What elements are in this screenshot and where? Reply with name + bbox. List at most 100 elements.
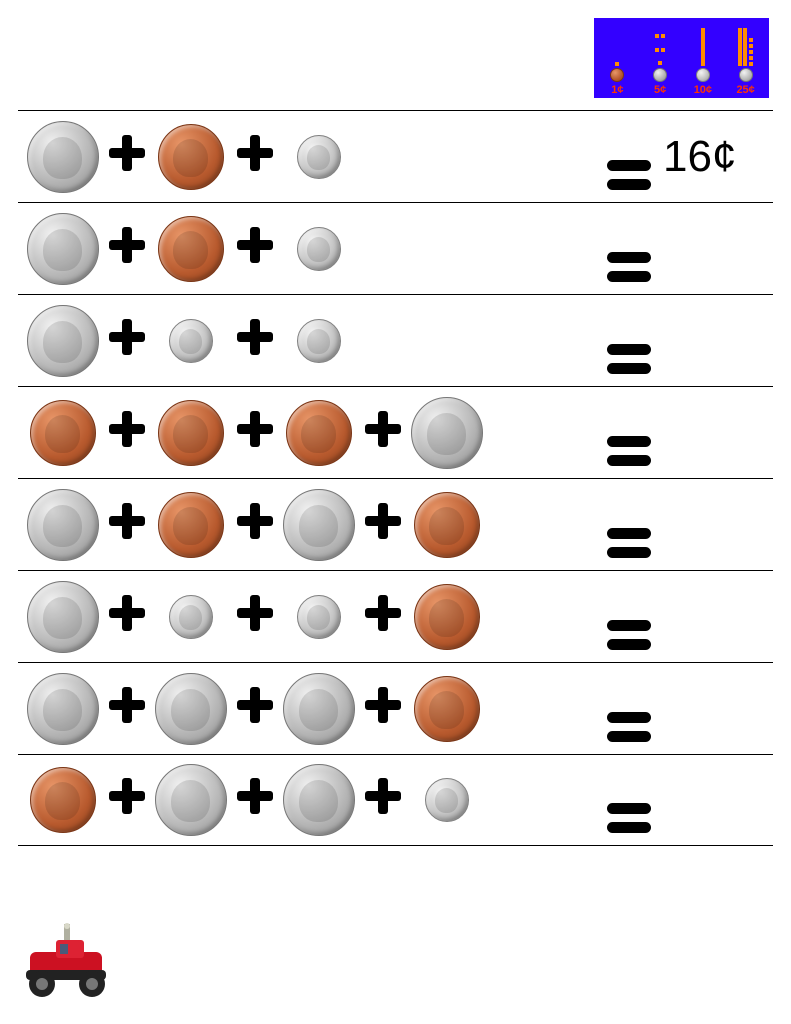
equals-operator xyxy=(599,492,659,558)
penny-icon xyxy=(158,492,224,558)
coin-slot xyxy=(22,767,104,833)
equals-operator xyxy=(599,308,659,374)
penny-icon xyxy=(286,400,352,466)
quarter-icon xyxy=(155,764,227,836)
equation-row xyxy=(18,662,773,754)
quarter-icon xyxy=(739,68,753,82)
equation-row: 16¢ xyxy=(18,110,773,202)
equals-operator xyxy=(599,676,659,742)
coin-slot xyxy=(278,135,360,179)
coin-slot xyxy=(22,121,104,193)
equals-operator xyxy=(599,216,659,282)
coin-slot xyxy=(278,319,360,363)
penny-icon xyxy=(30,400,96,466)
penny-icon xyxy=(414,676,480,742)
coin-slot xyxy=(278,673,360,745)
dime-icon xyxy=(169,595,213,639)
nickel-icon xyxy=(411,397,483,469)
nickel-icon xyxy=(155,673,227,745)
legend-label: 5¢ xyxy=(654,84,666,96)
coin-slot xyxy=(22,581,104,653)
dime-icon xyxy=(425,778,469,822)
equation-row xyxy=(18,754,773,846)
coin-slot xyxy=(150,400,232,466)
plus-operator xyxy=(232,592,278,642)
legend-col-dime: 10¢ xyxy=(682,22,725,96)
dime-icon xyxy=(169,319,213,363)
coin-slot xyxy=(22,400,104,466)
plus-operator xyxy=(104,500,150,550)
plus-operator xyxy=(104,775,150,825)
plus-operator xyxy=(232,408,278,458)
coin-slot xyxy=(22,305,104,377)
equation-row xyxy=(18,570,773,662)
coin-slot xyxy=(406,584,488,650)
nickel-icon xyxy=(283,764,355,836)
coin-slot xyxy=(150,319,232,363)
coin-slot xyxy=(150,124,232,190)
penny-icon xyxy=(158,216,224,282)
plus-operator xyxy=(360,500,406,550)
coin-slot xyxy=(278,400,360,466)
plus-operator xyxy=(360,775,406,825)
penny-icon xyxy=(414,584,480,650)
plus-operator xyxy=(104,316,150,366)
worksheet: 16¢ xyxy=(18,110,773,846)
coin-slot xyxy=(150,492,232,558)
coin-slot xyxy=(406,492,488,558)
dime-icon xyxy=(297,135,341,179)
coin-slot xyxy=(22,213,104,285)
equation-row xyxy=(18,202,773,294)
plus-operator xyxy=(360,684,406,734)
coin-slot xyxy=(406,397,488,469)
coin-slot xyxy=(278,764,360,836)
coin-slot xyxy=(150,595,232,639)
plus-operator xyxy=(104,224,150,274)
penny-icon xyxy=(30,767,96,833)
equation-row xyxy=(18,478,773,570)
answer-value: 16¢ xyxy=(659,132,769,182)
equals-operator xyxy=(599,400,659,466)
dime-icon xyxy=(297,595,341,639)
equals-operator xyxy=(599,584,659,650)
coin-slot xyxy=(22,489,104,561)
plus-operator xyxy=(232,684,278,734)
equals-operator xyxy=(599,767,659,833)
equation-row xyxy=(18,294,773,386)
plus-operator xyxy=(104,408,150,458)
legend-col-nickel: 5¢ xyxy=(639,22,682,96)
quarter-icon xyxy=(27,305,99,377)
plus-operator xyxy=(360,592,406,642)
equation-row xyxy=(18,386,773,478)
nickel-icon xyxy=(653,68,667,82)
dime-icon xyxy=(297,319,341,363)
plus-operator xyxy=(104,684,150,734)
penny-icon xyxy=(414,492,480,558)
nickel-icon xyxy=(27,489,99,561)
coin-slot xyxy=(278,489,360,561)
quarter-icon xyxy=(27,213,99,285)
coin-slot xyxy=(150,764,232,836)
legend-label: 1¢ xyxy=(611,84,623,96)
legend-col-quarter: 25¢ xyxy=(724,22,767,96)
coin-value-legend: 1¢ 5¢ 10¢ 25¢ xyxy=(594,18,769,98)
plus-operator xyxy=(232,224,278,274)
nickel-icon xyxy=(27,121,99,193)
legend-label: 10¢ xyxy=(694,84,712,96)
plus-operator xyxy=(104,592,150,642)
nickel-icon xyxy=(283,673,355,745)
plus-operator xyxy=(232,316,278,366)
plus-operator xyxy=(360,408,406,458)
quarter-icon xyxy=(283,489,355,561)
plus-operator xyxy=(104,132,150,182)
penny-icon xyxy=(610,68,624,82)
coin-slot xyxy=(406,676,488,742)
coin-slot xyxy=(406,778,488,822)
legend-label: 25¢ xyxy=(736,84,754,96)
penny-icon xyxy=(158,124,224,190)
quarter-icon xyxy=(27,581,99,653)
plus-operator xyxy=(232,132,278,182)
nickel-icon xyxy=(27,673,99,745)
legend-col-penny: 1¢ xyxy=(596,22,639,96)
penny-icon xyxy=(158,400,224,466)
